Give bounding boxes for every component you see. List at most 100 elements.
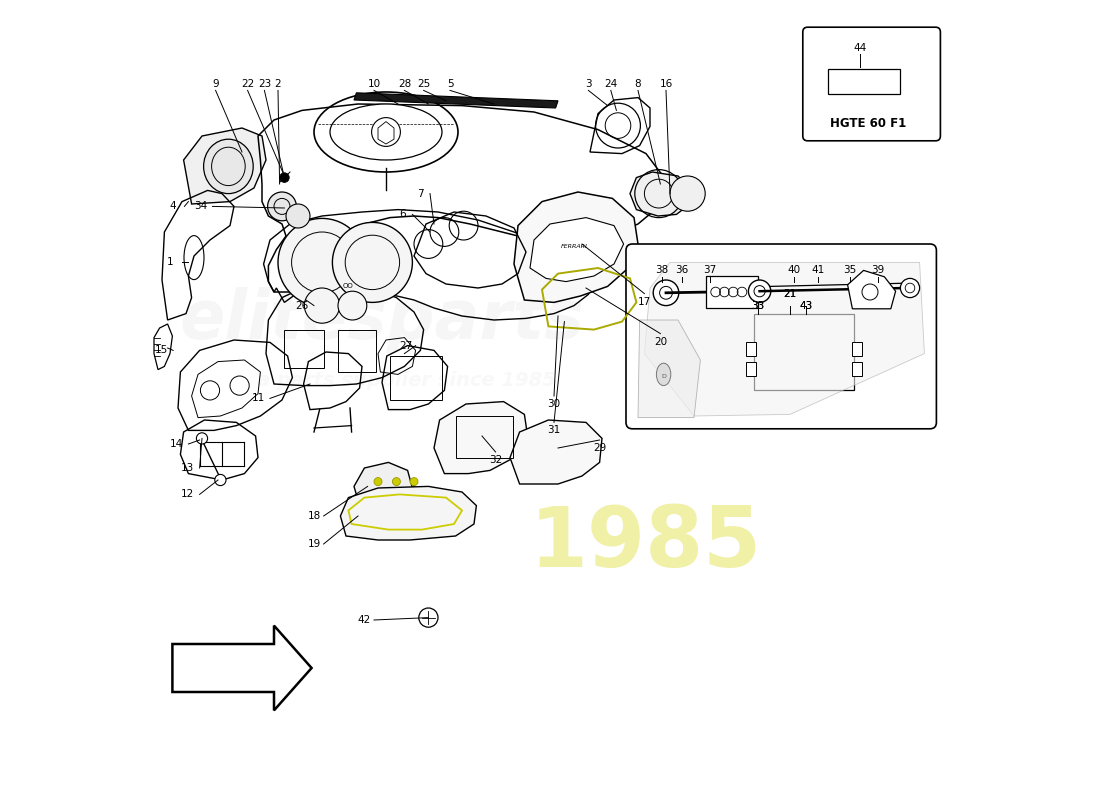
Bar (706, 276, 758, 308)
Bar (852, 362, 862, 376)
Text: 16: 16 (659, 79, 672, 89)
Text: 43: 43 (800, 301, 813, 310)
Text: 20: 20 (653, 337, 667, 346)
Text: elitesparts: elitesparts (179, 287, 584, 353)
FancyBboxPatch shape (626, 244, 936, 429)
Text: 5: 5 (447, 79, 453, 89)
Text: 22: 22 (241, 79, 254, 89)
Circle shape (286, 204, 310, 228)
Bar (828, 69, 901, 94)
Circle shape (332, 222, 412, 302)
Text: FERRARI: FERRARI (561, 244, 587, 249)
Bar (390, 356, 442, 400)
Text: 13: 13 (182, 463, 195, 473)
Text: 40: 40 (788, 266, 801, 275)
Text: 28: 28 (398, 79, 411, 89)
Text: 29: 29 (593, 443, 606, 453)
Text: 30: 30 (548, 399, 561, 409)
Bar (455, 416, 514, 458)
Text: 26: 26 (296, 301, 309, 310)
Text: 6: 6 (399, 210, 406, 219)
Text: 43: 43 (800, 301, 813, 310)
Bar (852, 342, 862, 356)
Text: 14: 14 (169, 439, 183, 449)
Circle shape (372, 118, 400, 146)
Text: D: D (661, 374, 666, 378)
Text: 34: 34 (194, 202, 207, 211)
Text: 17: 17 (638, 297, 651, 306)
Bar (285, 330, 324, 368)
Text: 41: 41 (812, 266, 825, 275)
Text: 24: 24 (604, 79, 617, 89)
Text: 8: 8 (635, 79, 641, 89)
Text: 1985: 1985 (530, 503, 762, 585)
FancyBboxPatch shape (739, 288, 882, 404)
Polygon shape (340, 486, 476, 540)
Text: 1: 1 (167, 258, 174, 267)
Polygon shape (630, 172, 690, 216)
Polygon shape (848, 270, 895, 309)
Text: 10: 10 (367, 79, 381, 89)
Circle shape (267, 192, 296, 221)
Text: 31: 31 (548, 426, 561, 435)
Circle shape (410, 478, 418, 486)
Text: 9: 9 (212, 79, 219, 89)
Text: 33: 33 (751, 301, 764, 310)
Text: 2: 2 (275, 79, 282, 89)
FancyBboxPatch shape (803, 27, 940, 141)
Text: 23: 23 (257, 79, 271, 89)
Text: 32: 32 (490, 455, 503, 465)
Text: 25: 25 (417, 79, 430, 89)
Text: 21: 21 (783, 290, 796, 299)
Text: 38: 38 (656, 266, 669, 275)
Ellipse shape (657, 363, 671, 386)
Circle shape (305, 288, 340, 323)
Circle shape (393, 478, 400, 486)
Circle shape (670, 176, 705, 211)
Polygon shape (510, 420, 602, 484)
Text: 4: 4 (169, 202, 176, 211)
Text: a parts supplier since 1985: a parts supplier since 1985 (256, 370, 556, 390)
Text: 35: 35 (844, 266, 857, 275)
Circle shape (830, 78, 837, 85)
Text: HGTE 60 F1: HGTE 60 F1 (830, 117, 906, 130)
Polygon shape (354, 462, 412, 510)
Text: 15: 15 (155, 346, 168, 355)
Polygon shape (645, 262, 924, 416)
Text: 42: 42 (358, 615, 371, 625)
Polygon shape (434, 402, 528, 474)
Text: 18: 18 (307, 511, 320, 521)
Text: 44: 44 (854, 43, 867, 53)
Text: 37: 37 (703, 266, 716, 275)
Bar (338, 330, 376, 372)
Bar (746, 362, 756, 376)
Circle shape (653, 280, 679, 306)
Circle shape (197, 433, 208, 444)
Text: OO: OO (343, 282, 354, 289)
Polygon shape (184, 128, 266, 204)
Circle shape (278, 218, 366, 306)
Text: 27: 27 (399, 341, 412, 350)
Text: 7: 7 (417, 189, 424, 198)
Text: 12: 12 (182, 490, 195, 499)
Text: 33: 33 (751, 301, 764, 310)
Polygon shape (530, 218, 624, 282)
Ellipse shape (204, 139, 253, 194)
Polygon shape (354, 93, 558, 108)
Circle shape (338, 291, 366, 320)
Circle shape (748, 280, 771, 302)
Text: 3: 3 (585, 79, 592, 89)
Bar (754, 314, 854, 390)
Bar (746, 342, 756, 356)
Text: 21: 21 (783, 290, 796, 299)
Polygon shape (514, 192, 638, 302)
Polygon shape (173, 626, 311, 710)
Circle shape (374, 478, 382, 486)
Text: 36: 36 (675, 266, 689, 275)
Text: 11: 11 (252, 394, 265, 403)
Circle shape (901, 278, 920, 298)
Text: 39: 39 (871, 266, 884, 275)
Circle shape (890, 78, 896, 85)
Polygon shape (638, 320, 701, 418)
Text: 19: 19 (307, 539, 320, 549)
